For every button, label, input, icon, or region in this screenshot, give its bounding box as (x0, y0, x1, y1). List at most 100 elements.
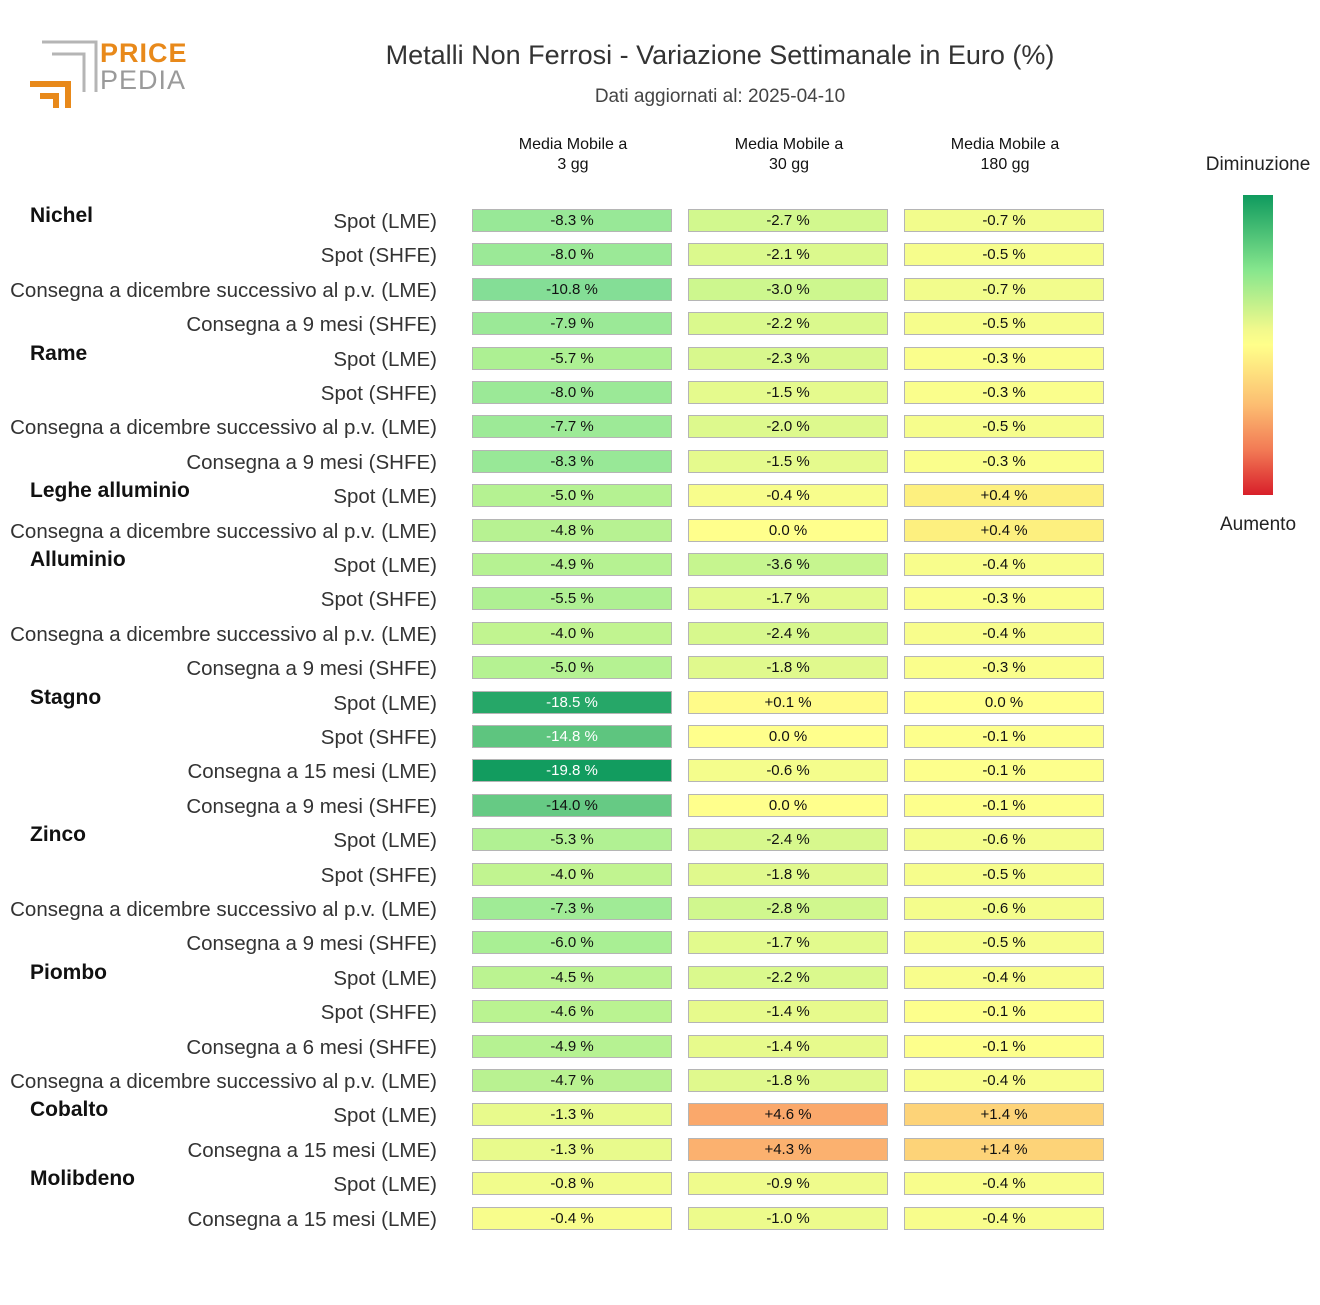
group-label: Piombo (30, 960, 107, 984)
heatmap-cell: -3.0 % (688, 277, 888, 301)
heatmap-cell: -0.7 % (904, 277, 1104, 301)
heatmap-cell: -5.0 % (472, 656, 672, 680)
row-label: Spot (LME) (333, 1104, 437, 1128)
heatmap-cell: +0.4 % (904, 484, 1104, 508)
row-label: Spot (LME) (333, 347, 437, 371)
heatmap-cell: -2.3 % (688, 346, 888, 370)
heatmap-cell: -4.0 % (472, 862, 672, 886)
column-header-3gg: Media Mobile a 3 gg (518, 136, 628, 173)
heatmap-cell: -0.4 % (904, 965, 1104, 989)
heatmap-cell: -8.0 % (472, 243, 672, 267)
chart-title: Metalli Non Ferrosi - Variazione Settima… (385, 40, 1055, 70)
heatmap-cell: -2.0 % (688, 415, 888, 439)
heatmap-cell: -4.9 % (472, 1034, 672, 1058)
logo-text-price: PRICE (100, 38, 188, 68)
heatmap-cell: -0.4 % (904, 621, 1104, 645)
group-label: Alluminio (30, 548, 126, 571)
legend-bottom-label: Aumento (1219, 514, 1297, 535)
group-label: Zinco (30, 823, 86, 847)
heatmap-cell: -2.1 % (688, 243, 888, 267)
row-label: Spot (LME) (333, 691, 437, 715)
heatmap-cell: -0.5 % (904, 243, 1104, 267)
row-label: Consegna a dicembre successivo al p.v. (… (10, 278, 437, 302)
row-label: Consegna a 15 mesi (LME) (187, 760, 437, 784)
heatmap-cell: +1.4 % (904, 1103, 1104, 1127)
row-label: Consegna a 9 mesi (SHFE) (186, 932, 437, 956)
heatmap-cell: +0.4 % (904, 518, 1104, 542)
heatmap-cell: -8.0 % (472, 381, 672, 404)
heatmap-cell: -0.1 % (904, 1000, 1104, 1024)
heatmap-cell: -1.0 % (688, 1206, 888, 1230)
heatmap-cell: -0.6 % (688, 759, 888, 783)
heatmap-cell: -0.4 % (904, 553, 1104, 576)
group-label: Rame (30, 341, 88, 365)
heatmap-cell: -4.0 % (472, 621, 672, 645)
heatmap-cell: -19.8 % (472, 759, 672, 783)
heatmap-cell: -0.3 % (904, 381, 1104, 404)
row-label: Consegna a 9 mesi (SHFE) (186, 313, 437, 337)
heatmap-cell: +4.6 % (688, 1103, 888, 1127)
heatmap-cell: -4.6 % (472, 1000, 672, 1024)
heatmap-cell: -2.4 % (688, 828, 888, 852)
heatmap-cell: -0.4 % (904, 1069, 1104, 1092)
group-label: Cobalto (30, 1098, 109, 1122)
row-label: Consegna a dicembre successivo al p.v. (… (10, 622, 437, 646)
heatmap-cell: -0.4 % (472, 1206, 672, 1230)
heatmap-cell: -1.8 % (688, 1069, 888, 1092)
heatmap-cell: -5.0 % (472, 484, 672, 508)
row-label: Spot (SHFE) (320, 382, 437, 405)
heatmap-cell: -0.1 % (904, 725, 1104, 748)
row-label: Consegna a 9 mesi (SHFE) (186, 657, 437, 681)
heatmap-cell: -0.6 % (904, 897, 1104, 920)
heatmap-cell: -1.8 % (688, 862, 888, 886)
heatmap-cell: +1.4 % (904, 1137, 1104, 1161)
heatmap-cell: -1.7 % (688, 587, 888, 611)
heatmap-cell: 0.0 % (688, 518, 888, 542)
row-label: Consegna a dicembre successivo al p.v. (… (10, 416, 437, 440)
heatmap-cell: -0.5 % (904, 312, 1104, 336)
row-label: Spot (SHFE) (320, 588, 437, 612)
heatmap-cell: -1.5 % (688, 449, 888, 473)
row-label: Spot (LME) (333, 829, 437, 853)
heatmap-cell: -2.4 % (688, 621, 888, 645)
group-label: Nichel (30, 204, 94, 227)
heatmap-cell: -0.1 % (904, 1034, 1104, 1058)
column-header-30gg: Media Mobile a 30 gg (734, 136, 844, 173)
heatmap-cell: -0.4 % (688, 484, 888, 508)
logo-text-pedia: PEDIA (100, 65, 187, 95)
row-label: Spot (LME) (333, 554, 437, 577)
heatmap-cell: -0.3 % (904, 346, 1104, 370)
heatmap-cell: -1.8 % (688, 656, 888, 680)
row-label: Spot (LME) (333, 966, 437, 990)
group-label: Stagno (30, 685, 102, 709)
logo-mark-icon (30, 40, 98, 108)
heatmap-cell: -1.3 % (472, 1103, 672, 1127)
row-label: Consegna a dicembre successivo al p.v. (… (10, 1070, 437, 1093)
heatmap-cell: -0.6 % (904, 828, 1104, 852)
heatmap-cell: -18.5 % (472, 690, 672, 714)
heatmap-cell: -2.2 % (688, 312, 888, 336)
heatmap-cell: -1.7 % (688, 931, 888, 955)
heatmap-cell: -0.4 % (904, 1172, 1104, 1196)
heatmap-cell: -0.3 % (904, 656, 1104, 680)
column-header-180gg: Media Mobile a 180 gg (950, 136, 1060, 173)
heatmap-cell: -5.7 % (472, 346, 672, 370)
row-label: Spot (LME) (333, 1173, 437, 1197)
heatmap-cell: -5.5 % (472, 587, 672, 611)
chart-subtitle: Dati aggiornati al: 2025-04-10 (594, 86, 846, 107)
heatmap-cell: 0.0 % (688, 725, 888, 748)
heatmap-cell: -5.3 % (472, 828, 672, 852)
heatmap-cell: -8.3 % (472, 449, 672, 473)
pricepedia-logo: PRICE PEDIA (28, 36, 198, 112)
legend-top-label: Diminuzione (1205, 154, 1311, 175)
row-label: Consegna a 9 mesi (SHFE) (186, 794, 437, 818)
heatmap-cell: -10.8 % (472, 277, 672, 301)
heatmap-cell: -4.5 % (472, 965, 672, 989)
row-label: Consegna a 15 mesi (LME) (187, 1138, 437, 1162)
row-label: Spot (LME) (333, 485, 437, 509)
heatmap-cell: -0.3 % (904, 587, 1104, 611)
heatmap-cell: -0.1 % (904, 759, 1104, 783)
heatmap-cell: -8.3 % (472, 209, 672, 232)
heatmap-cell: +4.3 % (688, 1137, 888, 1161)
group-label: Leghe alluminio (30, 479, 190, 503)
